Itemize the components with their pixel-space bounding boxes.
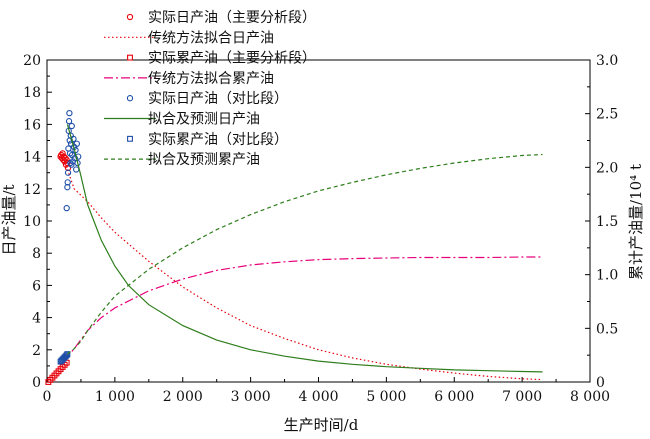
y-axis-title: 日产油量/t	[0, 184, 18, 255]
data-point	[64, 179, 71, 186]
y2-tick-label: 2.0	[596, 160, 618, 176]
legend-marker	[126, 13, 134, 21]
data-point	[59, 150, 66, 157]
y-tick-label: 18	[23, 85, 41, 101]
data-point	[66, 109, 73, 117]
y-tick-label: 12	[23, 182, 41, 198]
series-line	[66, 124, 543, 373]
series-6	[66, 124, 543, 373]
plot-border	[46, 59, 591, 383]
y-tick-label: 6	[32, 278, 41, 294]
series-8	[67, 153, 543, 355]
series-3	[45, 359, 70, 385]
y-tick-label: 0	[32, 375, 41, 391]
y-tick-label: 2	[32, 343, 41, 359]
y-tick-label: 14	[23, 150, 41, 166]
legend-item: 拟合及预测累产油	[104, 152, 260, 168]
legend-label: 传统方法拟合日产油	[148, 30, 274, 46]
y2-tick-label: 3.0	[596, 53, 618, 69]
y2-tick-label: 2.5	[596, 107, 618, 123]
x-tick-label: 7 000	[502, 389, 542, 405]
legend-label: 实际累产油（对比段）	[148, 132, 288, 148]
series-line	[63, 256, 543, 361]
legend-item: 实际日产油（主要分析段）	[126, 10, 316, 26]
x-tick-label: 1 000	[95, 389, 135, 405]
y-tick-label: 20	[23, 53, 41, 69]
x-tick-label: 5 000	[366, 389, 406, 405]
data-point	[68, 161, 75, 168]
legend-label: 拟合及预测日产油	[148, 112, 260, 128]
y2-tick-label: 1.0	[596, 268, 618, 284]
series-line	[60, 154, 543, 381]
data-point	[65, 118, 73, 125]
data-point	[64, 351, 71, 358]
legend-label: 实际日产油（主要分析段）	[148, 10, 316, 26]
legend-label: 实际累产油（主要分析段）	[148, 51, 316, 67]
y2-tick-label: 0.5	[596, 321, 618, 337]
x-tick-label: 2 000	[163, 389, 203, 405]
legend-marker	[127, 54, 133, 61]
data-point	[63, 156, 70, 163]
x-axis-title: 生产时间/d	[284, 416, 359, 434]
legend-item: 实际日产油（对比段）	[126, 91, 288, 107]
legend-item: 拟合及预测日产油	[104, 112, 260, 128]
y2-axis-title: 累计产油量/10⁴ t	[627, 164, 645, 280]
y2-tick-label: 0	[596, 375, 605, 391]
legend-item: 传统方法拟合累产油	[104, 71, 274, 87]
data-point	[64, 169, 72, 176]
data-point	[73, 140, 81, 147]
y-axis-left: 0 2 4 6 8 10 12 14 16 18 20	[23, 53, 52, 391]
legend-item: 实际累产油（主要分析段）	[127, 51, 316, 67]
series-7	[57, 351, 71, 365]
data-point	[63, 204, 70, 212]
data-point	[63, 352, 70, 359]
legend-label: 实际日产油（对比段）	[148, 91, 288, 107]
series-line	[67, 153, 543, 355]
y-tick-label: 16	[23, 117, 41, 133]
y-tick-label: 10	[23, 214, 41, 230]
legend-item: 传统方法拟合日产油	[104, 30, 274, 46]
y-tick-label: 8	[32, 246, 41, 262]
legend-marker	[127, 135, 133, 142]
series-4	[63, 256, 543, 361]
data-point	[71, 155, 78, 162]
y-tick-label: 4	[32, 311, 41, 327]
x-tick-label: 3 000	[231, 389, 271, 405]
legend-label: 传统方法拟合累产油	[148, 71, 274, 87]
plot-frame	[46, 59, 591, 383]
data-point	[68, 122, 75, 130]
x-tick-label: 0	[43, 389, 52, 405]
data-point	[73, 166, 80, 173]
x-tick-label: 6 000	[434, 389, 474, 405]
legend-label: 拟合及预测累产油	[148, 152, 260, 168]
x-tick-label: 4 000	[298, 389, 338, 405]
y-axis-right: 0 0.5 1.0 1.5 2.0 2.5 3.0	[585, 53, 618, 391]
legend-marker	[126, 95, 134, 102]
series-2	[60, 154, 543, 381]
x-tick-label: 8 000	[570, 389, 610, 405]
x-axis: 0 1 000 2 000 3 000 4 000 5 000 6 000 7 000 8 00…	[43, 377, 610, 405]
series-layer	[45, 109, 543, 385]
y2-tick-label: 1.5	[596, 214, 618, 230]
legend-item: 实际累产油（对比段）	[127, 132, 288, 148]
